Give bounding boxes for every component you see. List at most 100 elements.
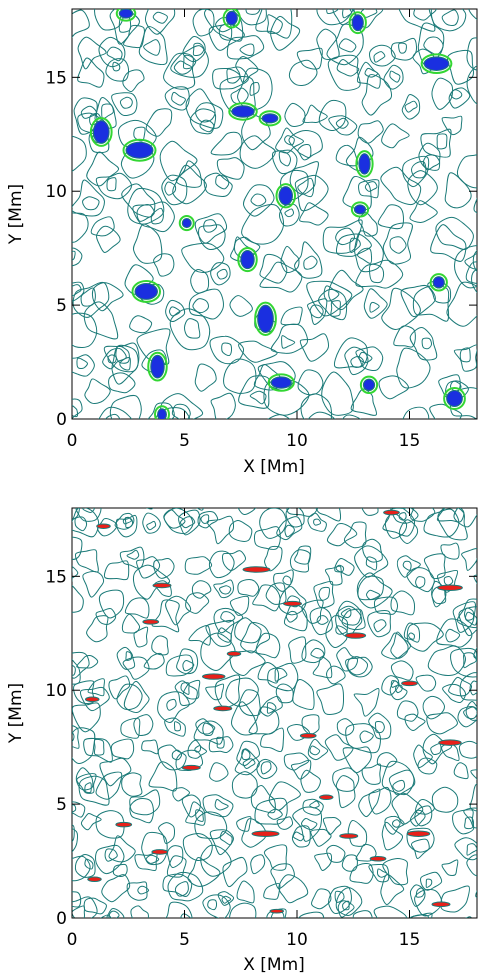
contour-line	[358, 212, 378, 237]
contour-line	[228, 519, 253, 542]
contour-line	[326, 523, 358, 547]
highlight-edge	[355, 150, 374, 178]
contour-line	[242, 758, 256, 769]
contour-line	[301, 639, 326, 664]
contour-line	[278, 874, 309, 904]
contour-line	[165, 654, 194, 677]
contour-line	[133, 714, 154, 737]
contour-line	[368, 786, 392, 815]
highlight-edge	[122, 138, 157, 162]
contour-line	[464, 252, 477, 270]
contour-line	[256, 758, 278, 780]
contour-line	[76, 357, 88, 370]
contour-line	[415, 576, 426, 589]
contour-line	[209, 762, 229, 782]
highlight-region	[278, 186, 293, 206]
contour-line	[430, 9, 467, 32]
contour-line	[285, 610, 298, 623]
contour-line	[204, 9, 244, 42]
contour-line	[263, 379, 310, 416]
contour-line	[245, 9, 261, 15]
highlight-region	[118, 9, 134, 19]
contour-line	[296, 47, 323, 70]
contour-line	[203, 219, 218, 233]
highlight-edge	[222, 9, 241, 29]
contour-line	[390, 590, 416, 616]
contour-line	[454, 837, 477, 861]
contour-line	[406, 567, 435, 593]
x-tick-label: 0	[67, 930, 78, 950]
contour-line	[199, 119, 215, 133]
contour-line	[458, 919, 466, 928]
contour-line	[255, 632, 281, 659]
contour-line	[77, 57, 105, 88]
contour-line	[473, 574, 477, 585]
contour-line	[341, 608, 366, 631]
contour-line	[301, 599, 324, 624]
contour-line	[171, 91, 186, 106]
contour-line	[72, 312, 98, 348]
contour-line	[310, 828, 332, 847]
contour-line	[72, 250, 76, 261]
contour-line	[64, 499, 75, 508]
highlight-region	[240, 249, 255, 270]
contour-line	[283, 752, 310, 771]
highlight-region	[383, 509, 400, 516]
highlight-region	[353, 204, 367, 215]
contour-line	[380, 166, 422, 205]
contour-line	[301, 817, 318, 831]
contour-line	[440, 885, 471, 913]
contour-line	[208, 736, 234, 754]
contour-line	[389, 236, 407, 254]
contour-line	[466, 65, 477, 105]
contour-line	[336, 647, 359, 672]
highlight-region	[257, 304, 274, 333]
contour-line	[365, 556, 378, 571]
contour-line	[342, 900, 350, 911]
contour-line	[279, 203, 300, 227]
contour-line	[119, 96, 133, 109]
contour-line	[166, 698, 177, 711]
contour-line	[326, 844, 346, 863]
contour-line	[179, 516, 196, 529]
contour-line	[192, 42, 205, 57]
highlight-edge	[131, 279, 161, 303]
contour-line	[440, 542, 460, 560]
highlight-region	[150, 354, 165, 379]
contour-line	[194, 363, 217, 392]
contour-panel-top: 0 5 10 15 0 5 10 15 X [Mm] Y [Mm]	[6, 8, 478, 477]
contour-line	[237, 579, 260, 597]
contour-line	[335, 605, 363, 638]
highlight-edge	[359, 375, 379, 395]
contour-line	[72, 9, 90, 38]
contour-line	[203, 172, 233, 198]
contour-line	[173, 60, 193, 75]
contour-line	[235, 56, 259, 83]
contour-line	[373, 619, 387, 633]
contour-line	[93, 738, 105, 756]
contour-line	[250, 784, 276, 814]
contour-line	[309, 607, 333, 636]
highlight-region	[406, 830, 431, 837]
contour-line	[326, 9, 339, 15]
contour-line	[220, 611, 236, 623]
contour-line	[74, 516, 88, 532]
contour-line	[222, 550, 247, 572]
contour-line	[90, 216, 115, 237]
contour-line	[153, 557, 175, 579]
contour-line	[281, 335, 296, 349]
contour-line	[72, 855, 91, 882]
contour-line	[325, 615, 349, 649]
contour-line	[215, 174, 230, 190]
contour-line	[72, 354, 95, 377]
contour-line	[116, 646, 136, 670]
contour-line	[285, 508, 305, 528]
contour-line	[193, 720, 224, 745]
contour-line	[72, 896, 98, 918]
contour-line	[223, 358, 257, 394]
contour-line	[210, 262, 231, 286]
contour-line	[436, 508, 465, 523]
contour-line	[423, 508, 460, 538]
contour-line	[159, 140, 198, 182]
contour-line	[396, 555, 421, 578]
